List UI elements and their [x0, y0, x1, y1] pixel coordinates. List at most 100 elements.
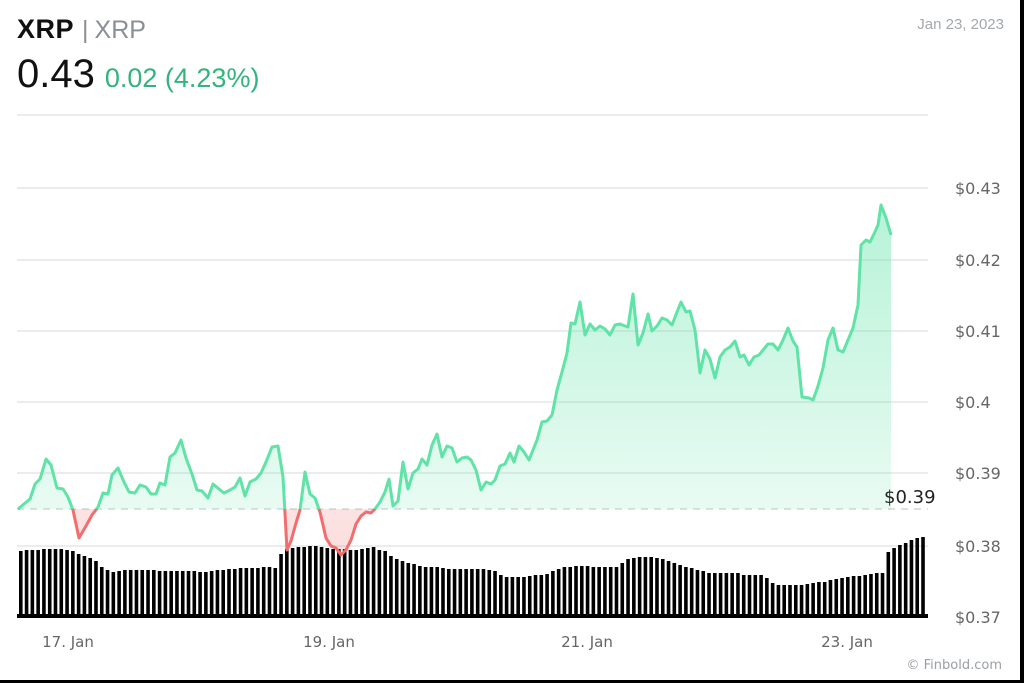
price-area — [18, 205, 891, 555]
volume-bar — [146, 570, 150, 617]
volume-bar — [730, 573, 734, 617]
volume-bar — [238, 568, 243, 617]
volume-bar — [169, 571, 173, 617]
volume-bar — [134, 570, 139, 617]
volume-bar — [707, 573, 711, 617]
volume-bar — [782, 585, 786, 617]
volume-bar — [377, 550, 382, 617]
volume-bar — [59, 549, 64, 617]
y-tick-label: $0.43 — [955, 179, 1001, 198]
volume-bar — [458, 569, 463, 617]
volume-bar — [186, 571, 191, 617]
volume-bar — [545, 574, 549, 617]
volume-bar — [209, 571, 214, 617]
volume-bar — [389, 556, 393, 617]
volume-bar — [585, 566, 590, 617]
volume-bar — [215, 570, 220, 617]
volume-bar — [898, 545, 902, 617]
asset-title: XRP | XRP — [17, 14, 146, 50]
volume-bar — [915, 538, 920, 617]
volume-bar — [533, 575, 538, 617]
volume-bar — [290, 548, 295, 617]
volume-bar — [695, 570, 700, 617]
volume-bar — [504, 577, 509, 617]
volume-bar — [244, 568, 249, 617]
volume-bar — [770, 583, 775, 617]
volume-bar — [65, 550, 69, 617]
volume-bar — [71, 551, 75, 617]
x-tick-label: 23. Jan — [821, 633, 873, 651]
volume-bar — [452, 569, 457, 617]
x-axis-labels: 17. Jan 19. Jan 21. Jan 23. Jan — [42, 633, 873, 651]
chart-date: Jan 23, 2023 — [917, 16, 1004, 33]
title-separator: | — [82, 16, 89, 44]
volume-bar — [903, 543, 908, 617]
volume-bar — [863, 575, 867, 617]
volume-bar — [678, 565, 682, 617]
volume-bar — [400, 561, 405, 617]
volume-bar — [713, 573, 717, 617]
volume-bar — [718, 573, 723, 617]
volume-bar — [597, 567, 601, 617]
volume-bar — [24, 550, 29, 617]
volume-bar — [759, 575, 763, 617]
volume-bar — [799, 585, 804, 617]
volume-bar — [82, 556, 87, 617]
reference-label: $0.39 — [884, 487, 936, 508]
volume-bar — [296, 547, 301, 617]
volume-bar — [874, 573, 879, 617]
volume-bar — [649, 557, 653, 617]
volume-bar — [840, 578, 844, 617]
volume-bar — [736, 573, 740, 617]
volume-bar — [105, 570, 110, 617]
volume-bar — [267, 567, 272, 617]
volume-bar — [111, 572, 116, 617]
volume-bar — [19, 551, 23, 617]
volume-bar — [371, 547, 376, 617]
volume-bar — [308, 546, 312, 617]
volume-bar — [342, 549, 347, 617]
volume-bar — [435, 567, 439, 617]
volume-bar — [793, 585, 798, 617]
volume-bar — [227, 569, 231, 617]
price-line — [17, 203, 893, 557]
asset-name: XRP — [94, 16, 146, 44]
y-tick-label: $0.39 — [955, 464, 1001, 483]
volume-bar — [42, 549, 46, 617]
volume-bar — [53, 549, 58, 617]
volume-bar — [94, 561, 98, 617]
volume-bar — [666, 561, 671, 617]
volume-bar — [620, 563, 625, 617]
volume-bar — [221, 570, 226, 617]
source-credit: © Finbold.com — [906, 658, 1002, 673]
y-tick-label: $0.4 — [955, 393, 991, 412]
volume-bar — [660, 559, 665, 617]
volume-bar — [643, 557, 648, 617]
volume-bar — [302, 547, 306, 617]
volume-bars — [17, 537, 928, 618]
current-price: 0.43 — [17, 52, 95, 96]
volume-bar — [701, 571, 706, 617]
volume-bar — [394, 559, 399, 617]
price-line-up — [17, 203, 893, 509]
volume-bar — [568, 567, 573, 617]
volume-bar — [516, 577, 520, 617]
volume-bar — [192, 571, 197, 617]
volume-bar — [522, 577, 526, 617]
volume-bar — [285, 549, 289, 617]
volume-bar — [510, 577, 515, 617]
volume-bar — [360, 549, 364, 617]
volume-bar — [788, 585, 792, 617]
x-tick-label: 19. Jan — [303, 633, 355, 651]
volume-bar — [846, 577, 850, 617]
volume-bar — [892, 548, 896, 617]
volume-bar — [689, 568, 694, 617]
volume-bar — [76, 554, 81, 617]
volume-bar — [175, 571, 179, 617]
volume-bar — [117, 571, 121, 617]
volume-bar — [441, 568, 445, 617]
volume-bar — [204, 572, 208, 617]
volume-bar — [256, 568, 260, 617]
volume-bar — [747, 575, 752, 617]
